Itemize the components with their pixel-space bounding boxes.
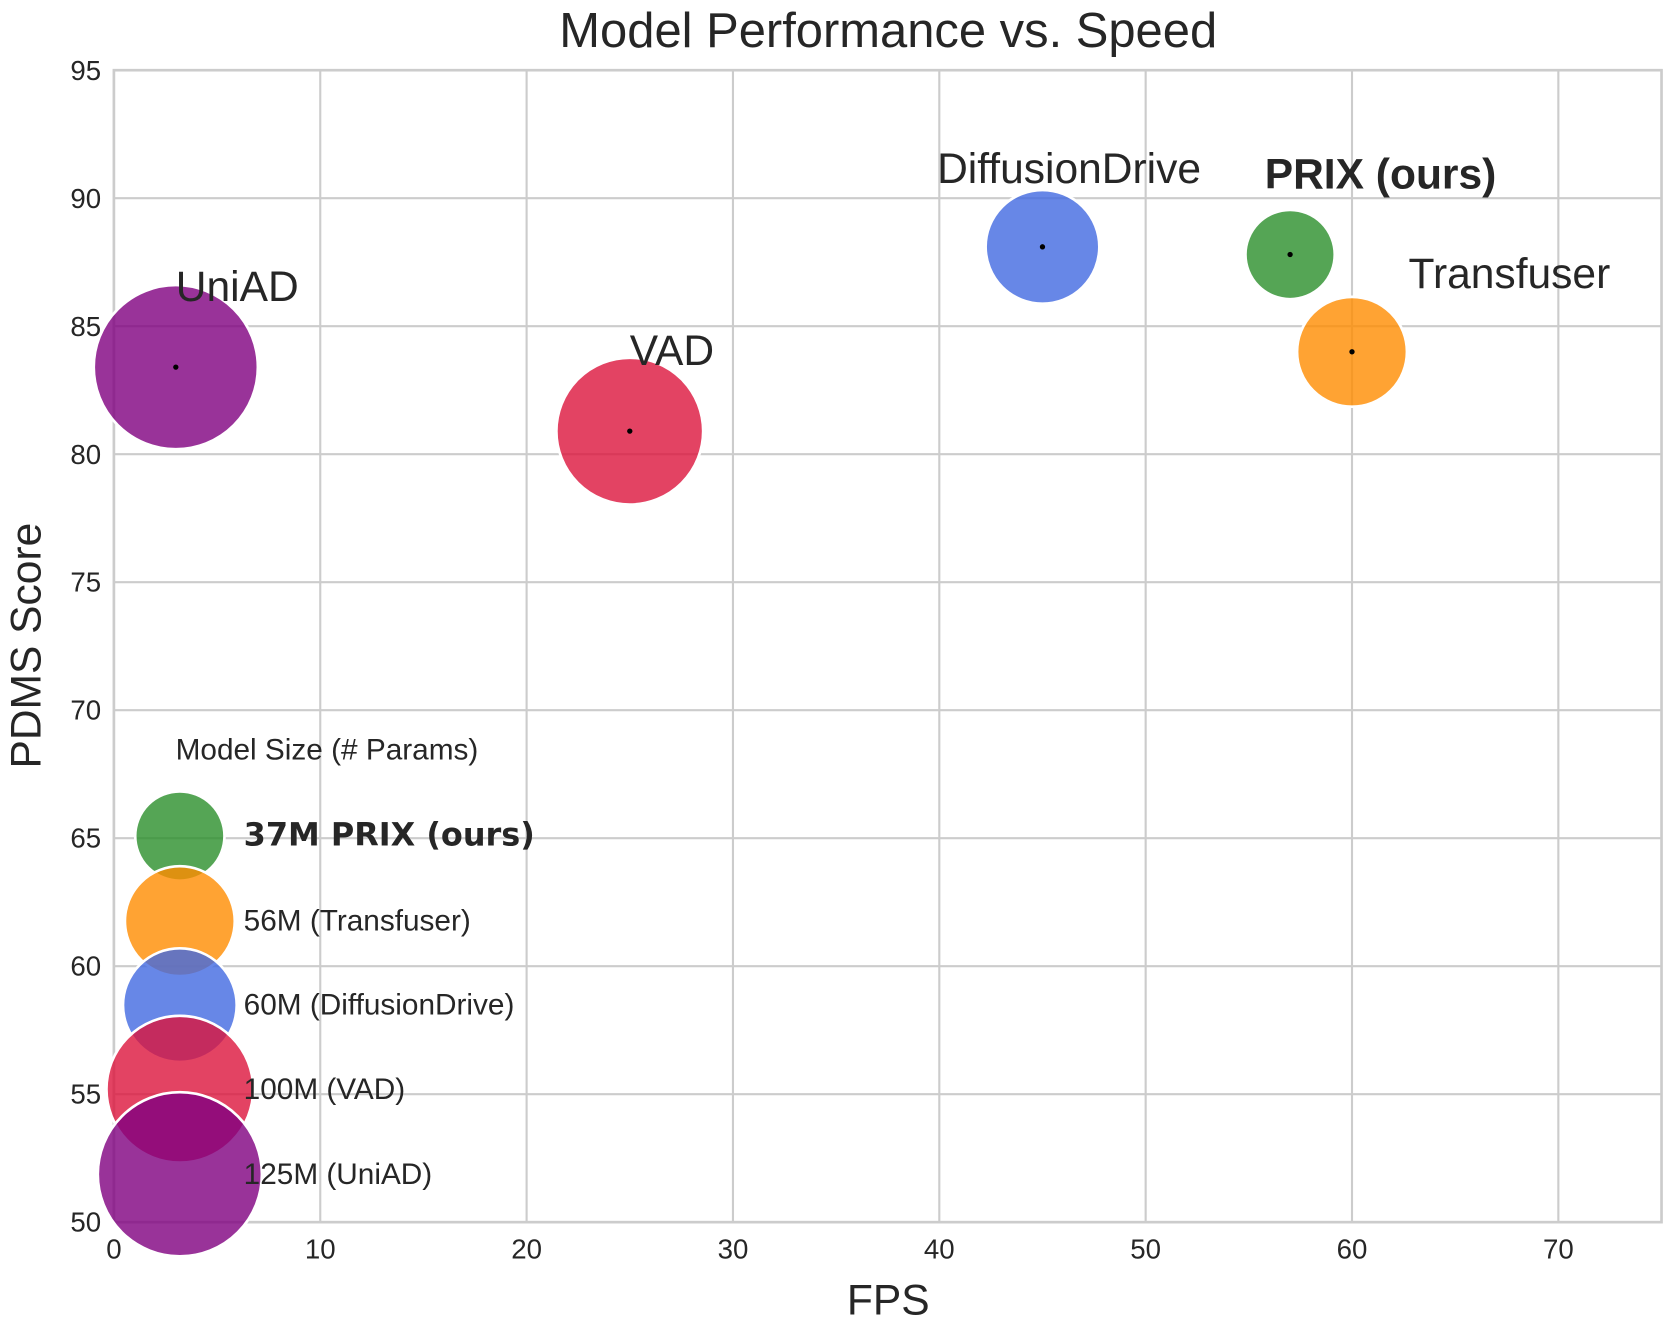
x-tick-label: 50 — [1130, 1233, 1161, 1264]
plot-frame — [112, 68, 1663, 1224]
point-label: UniAD — [176, 263, 299, 311]
point-label: VAD — [630, 327, 714, 375]
point-label: PRIX (ours) — [1265, 151, 1497, 199]
x-tick-label: 40 — [924, 1233, 955, 1264]
legend-marker — [96, 1090, 264, 1258]
y-axis-label: PDMS Score — [3, 523, 51, 769]
chart-title: Model Performance vs. Speed — [559, 4, 1217, 58]
legend-label: 100M (VAD) — [244, 1073, 406, 1106]
grid — [112, 69, 1662, 1224]
point-label: Transfuser — [1409, 250, 1611, 298]
y-tick-label: 75 — [70, 567, 101, 598]
x-axis-label: FPS — [847, 1277, 930, 1320]
ticks: 0 10 20 30 40 50 60 70 50 55 60 65 70 75 80 85 90 95 — [70, 55, 1573, 1265]
y-tick-label: 65 — [70, 823, 101, 854]
point-labels: UniAD VAD DiffusionDrive PRIX (ours) Transfu… — [176, 145, 1610, 375]
point-marker — [1349, 349, 1355, 355]
legend-title: Model Size (# Params) — [176, 733, 479, 766]
legend-label: 60M (DiffusionDrive) — [244, 989, 515, 1022]
legend-label: 37M PRIX (ours) — [244, 816, 535, 854]
x-tick-label: 20 — [511, 1233, 542, 1264]
x-tick-label: 70 — [1543, 1233, 1574, 1264]
x-tick-label: 0 — [106, 1233, 121, 1264]
legend: Model Size (# Params) 37M PRIX (ours) 56M… — [96, 733, 535, 1258]
x-tick-label: 10 — [305, 1233, 336, 1264]
y-tick-label: 60 — [70, 951, 101, 982]
x-tick-label: 60 — [1337, 1233, 1368, 1264]
legend-label: 56M (Transfuser) — [244, 905, 471, 938]
y-tick-label: 80 — [70, 439, 101, 470]
y-tick-label: 85 — [70, 311, 101, 342]
y-tick-label: 50 — [70, 1207, 101, 1238]
point-marker — [1287, 251, 1293, 258]
point-marker — [627, 428, 633, 434]
point-marker — [1039, 244, 1046, 250]
point-marker — [173, 364, 179, 370]
point-label: DiffusionDrive — [937, 145, 1201, 193]
y-tick-label: 70 — [70, 695, 101, 726]
y-tick-label: 90 — [70, 183, 101, 214]
bubbles — [92, 188, 1409, 506]
y-tick-label: 95 — [70, 55, 101, 86]
legend-label: 125M (UniAD) — [244, 1158, 433, 1191]
x-tick-label: 30 — [718, 1233, 749, 1264]
y-tick-label: 55 — [70, 1079, 101, 1110]
